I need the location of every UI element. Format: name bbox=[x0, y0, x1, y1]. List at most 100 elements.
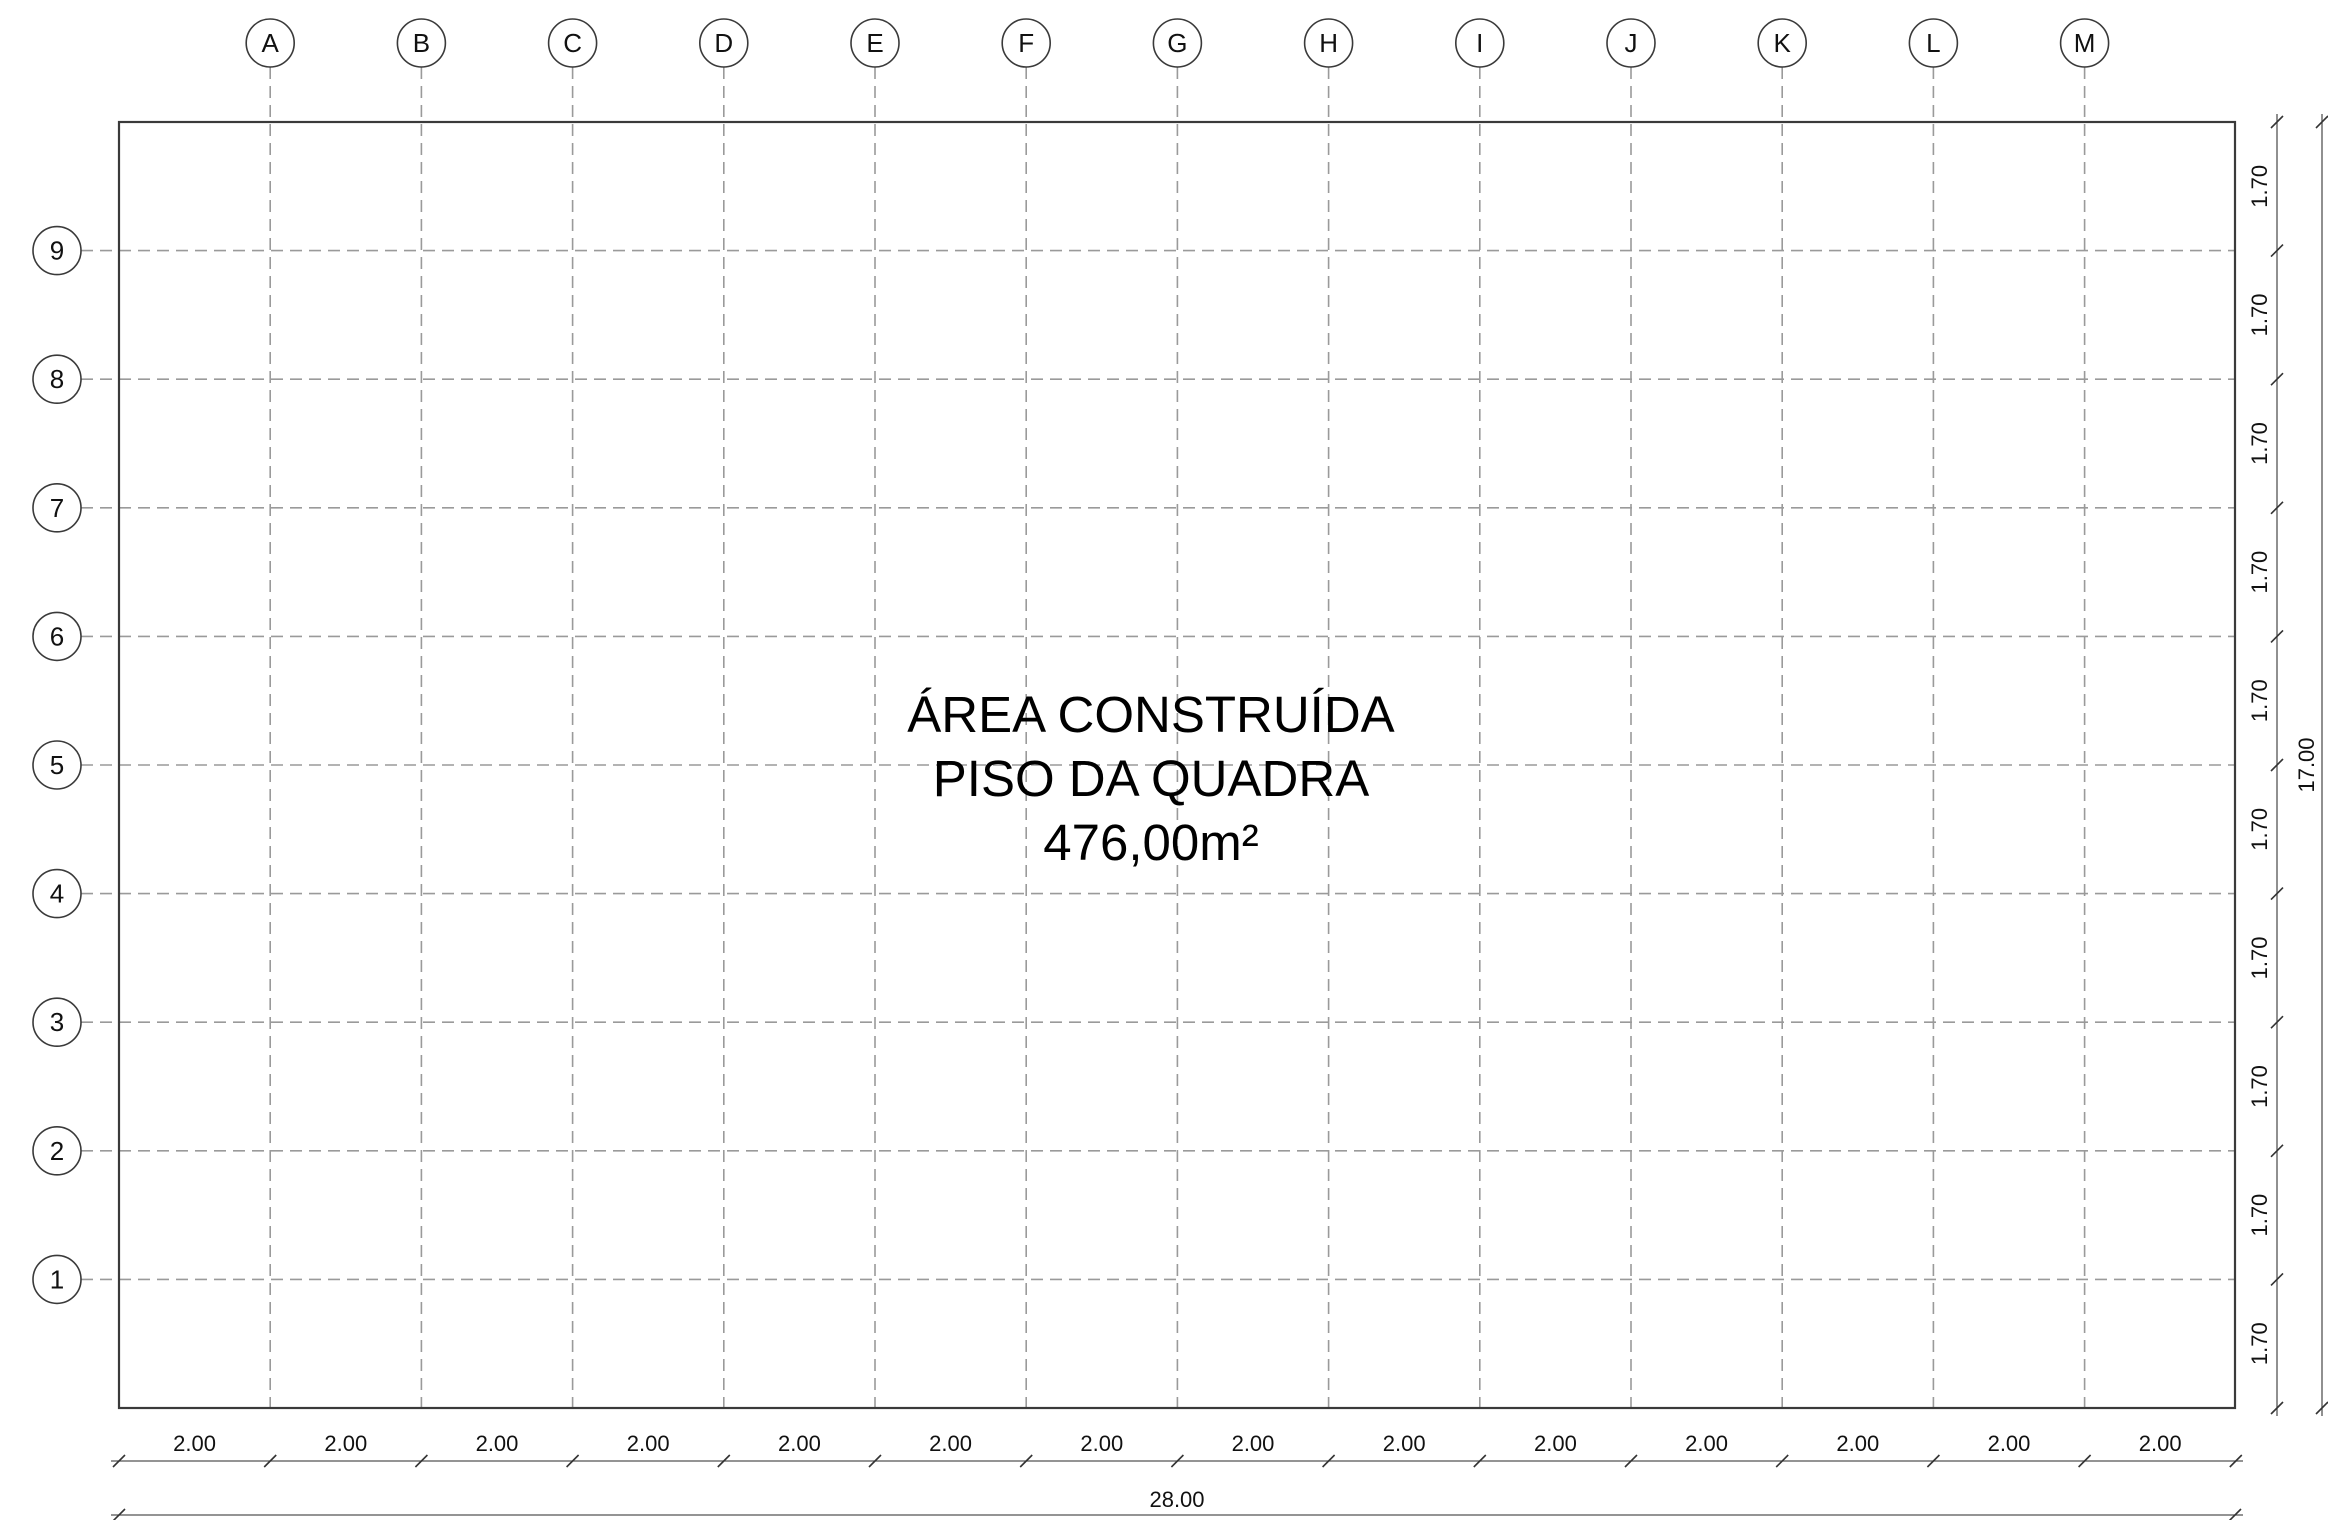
dimension-tick bbox=[112, 1508, 126, 1520]
column-axis-label: J bbox=[1625, 28, 1638, 58]
dimension-tick bbox=[566, 1454, 580, 1468]
dimension-tick bbox=[2270, 1401, 2284, 1415]
axis-bubble-circle bbox=[547, 18, 598, 68]
area-label-name: PISO DA QUADRA bbox=[933, 750, 1369, 807]
segment-dimension-label: 2.00 bbox=[476, 1431, 519, 1456]
dimension-tick bbox=[1926, 1454, 1940, 1468]
row-axis-bubble: 4 bbox=[32, 868, 82, 919]
segment-dimension-label: 2.00 bbox=[1232, 1431, 1275, 1456]
dimension-tick bbox=[414, 1454, 428, 1468]
segment-dimension-label: 2.00 bbox=[1534, 1431, 1577, 1456]
row-axis-label: 4 bbox=[50, 879, 64, 909]
row-axis-bubble: 7 bbox=[32, 482, 82, 533]
segment-dimension-label: 1.70 bbox=[2247, 422, 2272, 465]
dimension-tick bbox=[1775, 1454, 1789, 1468]
column-axis-bubble: E bbox=[850, 18, 900, 68]
area-label-value: 476,00m² bbox=[1043, 814, 1258, 871]
row-axis-markers: 9 8 7 6 5 4 3 2 1 bbox=[32, 225, 82, 1305]
dimension-tick bbox=[1322, 1454, 1336, 1468]
area-label-title: ÁREA CONSTRUÍDA bbox=[907, 686, 1394, 743]
column-axis-bubble: K bbox=[1757, 18, 1807, 68]
dimension-tick bbox=[2228, 1508, 2242, 1520]
row-axis-bubble: 3 bbox=[32, 997, 82, 1048]
dimension-tick bbox=[2315, 1401, 2328, 1415]
axis-bubble-circle bbox=[2059, 18, 2110, 68]
dimension-tick bbox=[717, 1454, 731, 1468]
vertical-dimension-chain: 1.70 1.70 1.70 1.70 1.70 1.70 1.70 1.70 1.70 1.70… bbox=[2247, 114, 2328, 1416]
axis-bubble-circle bbox=[1757, 18, 1807, 68]
dimension-tick bbox=[1170, 1454, 1184, 1468]
axis-bubble-circle bbox=[850, 18, 900, 68]
segment-dimension-label: 2.00 bbox=[1685, 1431, 1728, 1456]
column-axis-label: L bbox=[1926, 28, 1940, 58]
axis-bubble-circle bbox=[698, 18, 749, 68]
axis-bubble-circle bbox=[32, 354, 82, 405]
row-axis-bubble: 6 bbox=[32, 611, 82, 662]
axis-bubble-circle bbox=[396, 18, 447, 68]
axis-bubble-circle bbox=[32, 225, 82, 276]
dimension-tick bbox=[1473, 1454, 1487, 1468]
segment-dimension-label: 1.70 bbox=[2247, 165, 2272, 208]
segment-dimension-label: 1.70 bbox=[2247, 679, 2272, 722]
column-axis-label: F bbox=[1018, 28, 1034, 58]
row-axis-label: 1 bbox=[50, 1264, 64, 1294]
axis-bubble-circle bbox=[1606, 18, 1656, 68]
dimension-tick bbox=[1019, 1454, 1033, 1468]
dimension-tick bbox=[868, 1454, 882, 1468]
dimension-tick bbox=[2078, 1454, 2092, 1468]
segment-dimension-label: 2.00 bbox=[173, 1431, 216, 1456]
row-axis-label: 7 bbox=[50, 493, 64, 523]
dimension-tick bbox=[1624, 1454, 1638, 1468]
total-dimension-label: 17.00 bbox=[2294, 737, 2319, 792]
row-axis-label: 5 bbox=[50, 750, 64, 780]
column-axis-markers: A B C D E F G H I J K L M bbox=[245, 18, 2110, 68]
column-axis-label: B bbox=[413, 28, 430, 58]
row-axis-label: 2 bbox=[50, 1136, 64, 1166]
column-axis-label: I bbox=[1476, 28, 1483, 58]
row-axis-bubble: 9 bbox=[32, 225, 82, 276]
segment-dimension-label: 1.70 bbox=[2247, 1065, 2272, 1108]
segment-dimension-label: 2.00 bbox=[627, 1431, 670, 1456]
column-axis-bubble: I bbox=[1455, 18, 1505, 68]
segment-dimension-label: 1.70 bbox=[2247, 293, 2272, 336]
axis-bubble-circle bbox=[32, 611, 82, 662]
row-axis-label: 9 bbox=[50, 236, 64, 266]
axis-bubble-circle bbox=[1303, 18, 1354, 68]
column-axis-bubble: F bbox=[1001, 18, 1051, 68]
column-axis-label: M bbox=[2074, 28, 2096, 58]
segment-dimension-label: 2.00 bbox=[929, 1431, 972, 1456]
segment-dimension-label: 2.00 bbox=[1383, 1431, 1426, 1456]
dimension-tick bbox=[2270, 501, 2284, 515]
column-axis-bubble: G bbox=[1152, 18, 1203, 68]
column-axis-label: H bbox=[1319, 28, 1338, 58]
dimension-tick bbox=[2270, 372, 2284, 386]
segment-dimension-label: 2.00 bbox=[778, 1431, 821, 1456]
dimension-tick bbox=[2270, 1272, 2284, 1286]
row-axis-bubble: 2 bbox=[32, 1126, 82, 1176]
column-axis-label: D bbox=[714, 28, 733, 58]
dimension-tick bbox=[2270, 1015, 2284, 1029]
axis-bubble-circle bbox=[32, 482, 82, 533]
grid-lines bbox=[81, 67, 2235, 1414]
area-label: ÁREA CONSTRUÍDA PISO DA QUADRA 476,00m² bbox=[907, 686, 1394, 871]
axis-bubble-circle bbox=[1908, 18, 1959, 68]
axis-bubble-circle bbox=[32, 868, 82, 919]
dimension-tick bbox=[2270, 629, 2284, 643]
column-axis-label: A bbox=[262, 28, 280, 58]
row-axis-label: 8 bbox=[50, 364, 64, 394]
segment-dimension-label: 1.70 bbox=[2247, 1322, 2272, 1365]
dimension-tick bbox=[112, 1454, 126, 1468]
column-axis-bubble: D bbox=[698, 18, 749, 68]
column-axis-label: C bbox=[563, 28, 582, 58]
building-outline bbox=[117, 120, 2237, 1410]
axis-bubble-circle bbox=[32, 740, 82, 790]
segment-dimension-label: 1.70 bbox=[2247, 551, 2272, 594]
column-axis-bubble: M bbox=[2059, 18, 2110, 68]
row-axis-bubble: 1 bbox=[32, 1254, 82, 1305]
segment-dimension-label: 2.00 bbox=[1988, 1431, 2031, 1456]
column-axis-bubble: C bbox=[547, 18, 598, 68]
column-axis-bubble: B bbox=[396, 18, 447, 68]
row-axis-bubble: 5 bbox=[32, 740, 82, 790]
dimension-tick bbox=[2315, 115, 2328, 129]
